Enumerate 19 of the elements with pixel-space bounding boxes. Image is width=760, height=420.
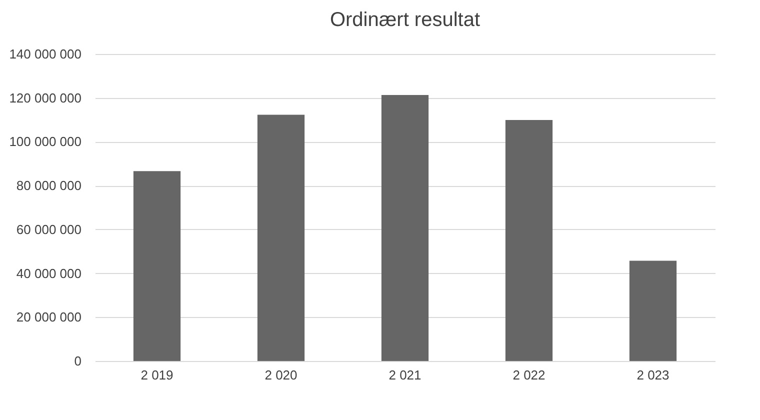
y-tick-label: 0 [74, 354, 82, 368]
x-tick-label: 2 020 [264, 368, 298, 382]
bar [257, 114, 305, 361]
bar [381, 95, 429, 361]
y-tick-label: 60 000 000 [16, 222, 82, 237]
y-tick-label: 40 000 000 [16, 266, 82, 281]
bar [505, 120, 553, 361]
y-tick-label: 20 000 000 [16, 310, 82, 325]
y-tick-label: 80 000 000 [16, 178, 82, 194]
x-tick-label: 2 022 [512, 368, 546, 382]
x-tick-label: 2 021 [388, 368, 422, 382]
chart-title: Ordinært resultat [330, 9, 480, 31]
bar [629, 260, 677, 361]
y-tick-label: 140 000 000 [9, 46, 82, 62]
x-tick-label: 2 019 [140, 368, 174, 382]
x-tick-label: 2 023 [636, 368, 670, 382]
bar [133, 171, 181, 361]
y-tick-label: 100 000 000 [9, 134, 82, 150]
y-tick-label: 120 000 000 [9, 90, 82, 106]
